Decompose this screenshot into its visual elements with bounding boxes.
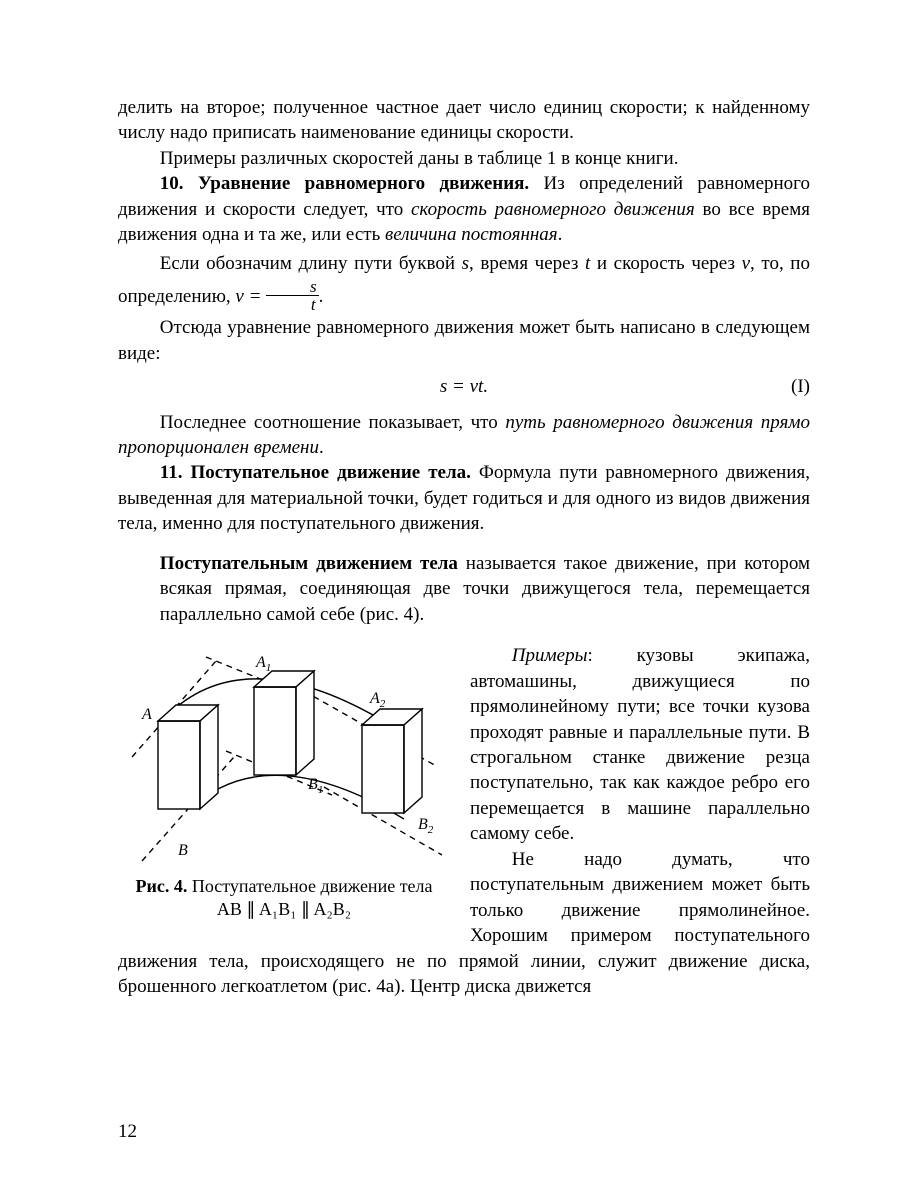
fraction-num: s (266, 278, 318, 296)
caption-line2: AB ∥ A₁B₁ ∥ A₂B₂ (118, 898, 450, 921)
section-11-heading: 11. Поступательное движение тела. (160, 462, 471, 483)
text: . (319, 286, 324, 307)
var-s: s (462, 253, 469, 274)
figure-text-wrap: A B A1 B1 A2 B2 Рис. 4. Поступательное д… (118, 643, 810, 999)
text: . (558, 224, 563, 245)
caption-lead: Рис. 4. (135, 876, 187, 896)
text: . (319, 437, 324, 458)
italic-text: величина постоянная (385, 224, 558, 245)
italic-text: скорость равномерного движения (411, 199, 695, 220)
label-A1: A1 (255, 654, 271, 674)
section-10-heading: 10. Уравнение равномерного движения. (160, 173, 529, 194)
paragraph-7: 11. Поступательное движение тела. Формул… (118, 460, 810, 536)
figure-4: A B A1 B1 A2 B2 Рис. 4. Поступательное д… (118, 649, 450, 920)
label-B2: B2 (418, 816, 434, 836)
text: Последнее соотношение показывает, что (160, 412, 506, 433)
var-v: v (742, 253, 750, 274)
text: , время через (469, 253, 585, 274)
text: : кузовы экипажа, автомашины, движущиеся… (470, 645, 810, 844)
label-B: B (178, 842, 188, 859)
figure-4-caption: Рис. 4. Поступательное движение тела AB … (118, 875, 450, 920)
examples-lead: Примеры (512, 645, 588, 666)
text: и скорость через (590, 253, 741, 274)
label-A: A (141, 706, 152, 723)
equation-1-number: (I) (791, 374, 810, 399)
fraction-den: t (266, 296, 318, 313)
page-number: 12 (118, 1119, 137, 1144)
eq-inline-lhs: v = (235, 286, 266, 307)
figure-4-svg: A B A1 B1 A2 B2 (118, 649, 450, 869)
paragraph-5: Отсюда уравнение равномерного движения м… (118, 315, 810, 366)
caption-text: Поступательное движение тела (187, 876, 432, 896)
label-B1: B1 (308, 776, 323, 796)
text: Если обозначим длину пути буквой (160, 253, 462, 274)
paragraph-4: Если обозначим длину пути буквой s, врем… (118, 248, 810, 315)
paragraph-3: 10. Уравнение равномерного движения. Из … (118, 171, 810, 247)
equation-1-body: s = vt. (440, 376, 488, 397)
paragraph-6: Последнее соотношение показывает, что пу… (118, 410, 810, 461)
definition-block: Поступательным движением тела называется… (160, 551, 810, 627)
equation-1: s = vt. (I) (118, 374, 810, 399)
label-A2: A2 (369, 690, 386, 710)
paragraph-1: делить на второе; полученное частное дае… (118, 95, 810, 146)
definition-lead: Поступательным движением тела (160, 553, 458, 574)
paragraph-2: Примеры различных скоростей даны в табли… (118, 146, 810, 171)
fraction: st (266, 278, 318, 313)
